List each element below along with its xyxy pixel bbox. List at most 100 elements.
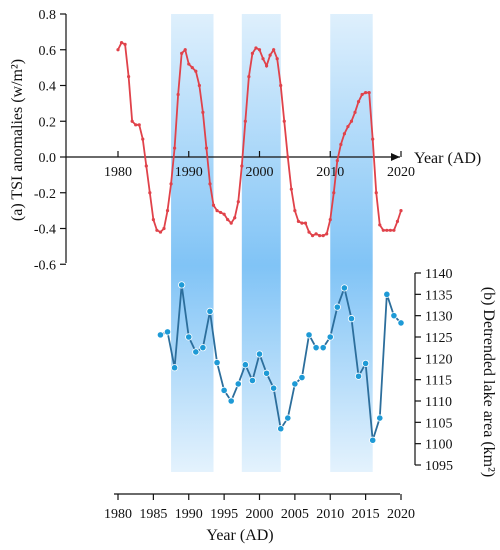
panel-a-point [137, 123, 141, 127]
panel-b-y-title: (b) Detrended lake area (km²) [480, 287, 497, 477]
panel-b-point [234, 380, 242, 388]
panel-a-point [180, 51, 184, 55]
panel-b-point [199, 344, 207, 352]
panel-a-point [289, 187, 293, 191]
panel-a-point [222, 212, 226, 216]
panel-a-x-tick-label: 2000 [246, 165, 274, 180]
panel-b-y-tick-label: 1110 [425, 395, 452, 410]
panel-a-point [314, 232, 318, 236]
panel-b-x-tick-label: 2005 [281, 507, 309, 522]
panel-a-point [250, 51, 255, 55]
panel-a-point [141, 137, 145, 141]
panel-b-point [206, 307, 214, 315]
panel-a-x-tick-label: 1990 [175, 165, 203, 180]
panel-b-y-tick-label: 1125 [425, 331, 452, 346]
panel-a-point [148, 191, 152, 195]
panel-b-axes: Year (AD) (b) Detrended lake area (km²) [114, 273, 497, 544]
panel-b-point [227, 397, 235, 405]
panel-b-point [192, 348, 200, 356]
panel-a-point [247, 74, 251, 79]
panel-a-point [356, 99, 361, 104]
panel-a-axes: Year (AD) (a) TSI anomalies (w/m²) [9, 14, 481, 263]
panel-a-point [342, 132, 346, 136]
panel-a-point [272, 48, 276, 52]
shaded-period-1 [171, 14, 214, 472]
panel-a-point [116, 48, 120, 52]
panel-a-point [123, 42, 127, 46]
panel-b-point [213, 358, 221, 367]
panel-a-point [173, 146, 177, 150]
panel-a-point [211, 203, 216, 207]
panel-b-point [291, 380, 299, 388]
panel-a-point [399, 209, 403, 213]
panel-b-point [397, 319, 405, 327]
panel-a-point [349, 119, 354, 123]
panel-a-point [257, 48, 262, 52]
panel-b-x-tick-label: 1980 [104, 507, 132, 522]
panel-a-point [275, 57, 279, 61]
panel-a-point [194, 69, 198, 73]
panel-a-x-tick-label: 2020 [387, 165, 415, 180]
panel-b-x-tick-label: 1995 [210, 507, 238, 522]
panel-a-point [190, 66, 194, 70]
panel-a-point [176, 92, 180, 97]
panel-a-x-axis-arrow [391, 153, 400, 161]
panel-a-point [378, 223, 382, 227]
panel-a-point [169, 182, 173, 186]
panel-b-point [305, 331, 313, 339]
panel-b-y-tick-label: 1140 [425, 267, 452, 282]
panel-b-point [262, 369, 271, 377]
panel-b-y-tick-label: 1115 [425, 374, 452, 389]
panel-a-point [307, 230, 311, 234]
panel-b-point [241, 361, 249, 369]
panel-b-y-tick-label: 1120 [425, 352, 452, 367]
panel-a-y-tick-label: 0.6 [39, 44, 57, 59]
panel-a-point [385, 228, 389, 232]
panel-a-point [381, 228, 385, 232]
panel-b-point [248, 376, 257, 385]
panel-a-y-tick-label: -0.4 [34, 223, 56, 238]
panel-a-point [183, 48, 187, 52]
panel-b-point [255, 350, 264, 358]
panel-a-point [310, 234, 315, 238]
panel-a-point [364, 91, 368, 95]
panel-b-point [369, 436, 377, 444]
panel-a-point [318, 234, 322, 238]
panel-a-y-tick-label: 0.2 [39, 115, 57, 130]
panel-b-point [376, 414, 384, 422]
panel-a-point [268, 53, 272, 57]
panel-a-y-tick-label: 0.0 [39, 151, 57, 166]
panel-a-y-tick-label: 0.4 [39, 80, 57, 95]
panel-b-point [220, 386, 228, 394]
panel-a-point [144, 164, 148, 168]
panel-a-point [204, 146, 209, 150]
panel-a-point [335, 158, 339, 163]
panel-a-point [197, 83, 201, 88]
panel-b-x-title: Year (AD) [206, 527, 273, 544]
panel-b-point [340, 284, 348, 292]
panel-a-point [208, 182, 212, 186]
panel-a-point [162, 226, 166, 231]
panel-a-point [392, 228, 396, 232]
panel-b-series [156, 281, 405, 444]
panel-b-point [298, 373, 306, 382]
panel-a-point [395, 219, 400, 223]
panel-a-point [261, 57, 265, 61]
panel-a-y-tick-label: -0.2 [34, 187, 56, 202]
panel-b-y-tick-label: 1135 [425, 288, 452, 303]
shaded-periods [171, 14, 373, 472]
panel-b-point [284, 414, 292, 422]
panel-b-y-tick-label: 1105 [425, 416, 452, 431]
panel-a-point [303, 221, 308, 225]
panel-b-point [383, 290, 391, 298]
shaded-period-3 [330, 14, 373, 472]
panel-a-point [300, 221, 304, 225]
panel-a-point [332, 191, 336, 195]
panel-a-x-tick-label: 2010 [316, 165, 344, 180]
panel-a-point [371, 137, 375, 141]
panel-a-point [151, 217, 155, 222]
panel-a-y-tick-label: 0.8 [39, 8, 57, 23]
panel-b-point [319, 344, 327, 352]
panel-b-point [277, 425, 285, 433]
panel-a-point [279, 83, 283, 88]
